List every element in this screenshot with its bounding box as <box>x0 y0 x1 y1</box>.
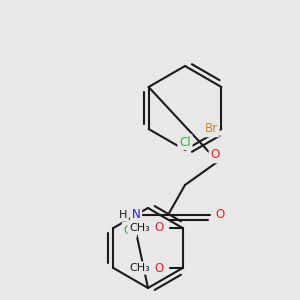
Text: CH₃: CH₃ <box>129 263 150 273</box>
Text: O: O <box>154 262 163 275</box>
Text: O: O <box>210 148 220 161</box>
Text: O: O <box>215 208 225 221</box>
Text: N: N <box>132 208 140 221</box>
Text: CH₃: CH₃ <box>129 223 150 233</box>
Text: H: H <box>119 210 127 220</box>
Text: Br: Br <box>205 122 218 136</box>
Text: O: O <box>154 221 163 235</box>
Text: Cl: Cl <box>179 136 191 148</box>
Text: Cl: Cl <box>124 224 135 236</box>
